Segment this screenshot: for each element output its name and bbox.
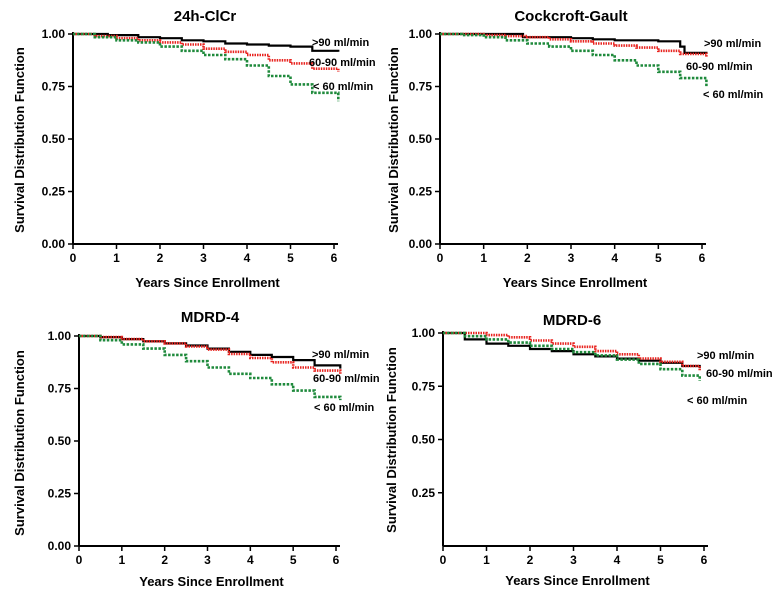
x-tick-label: 1 <box>113 251 120 265</box>
series-line <box>440 32 708 87</box>
x-tick-label: 2 <box>527 553 534 567</box>
series-label: 60-90 ml/min <box>686 61 753 73</box>
series-line <box>443 331 701 381</box>
x-axis-label: Years Since Enrollment <box>503 275 648 290</box>
chart-title: MDRD-6 <box>543 312 601 329</box>
series-line <box>73 32 340 72</box>
y-tick-label: 0.00 <box>42 237 66 251</box>
series-label: < 60 ml/min <box>313 81 374 93</box>
series-line <box>79 334 342 369</box>
series-label: < 60 ml/min <box>687 395 748 407</box>
y-tick-label: 1.00 <box>412 326 436 340</box>
y-tick-label: 0.25 <box>48 487 72 501</box>
series-line <box>79 334 342 374</box>
x-tick-label: 3 <box>570 553 577 567</box>
y-tick-label: 0.00 <box>48 539 72 553</box>
x-axis-label: Years Since Enrollment <box>135 275 280 290</box>
y-tick-label: 0.75 <box>42 80 66 94</box>
x-tick-label: 5 <box>287 251 294 265</box>
x-tick-label: 0 <box>70 251 77 265</box>
x-tick-label: 4 <box>244 251 251 265</box>
y-tick-label: 1.00 <box>42 27 66 41</box>
y-axis-label: Survival Distribution Function <box>386 47 401 233</box>
series-label: 60-90 ml/min <box>313 373 380 385</box>
x-tick-label: 2 <box>161 553 168 567</box>
series-label: >90 ml/min <box>704 38 761 50</box>
series-line <box>440 32 708 58</box>
x-tick-label: 3 <box>204 553 211 567</box>
y-tick-label: 0.75 <box>48 382 72 396</box>
series-label: 60-90 ml/min <box>309 57 376 69</box>
x-tick-label: 6 <box>331 251 338 265</box>
x-tick-label: 4 <box>614 553 621 567</box>
x-tick-label: 4 <box>611 251 618 265</box>
series-line <box>79 334 342 401</box>
y-tick-label: 0.50 <box>409 132 433 146</box>
chart-title: 24h-ClCr <box>174 8 237 25</box>
x-tick-label: 4 <box>247 553 254 567</box>
series-label: >90 ml/min <box>312 37 369 49</box>
x-tick-label: 2 <box>157 251 164 265</box>
x-tick-label: 0 <box>76 553 83 567</box>
x-tick-label: 6 <box>699 251 706 265</box>
x-tick-label: 5 <box>657 553 664 567</box>
chart-title: Cockcroft-Gault <box>514 8 627 25</box>
x-tick-label: 3 <box>568 251 575 265</box>
x-axis-label: Years Since Enrollment <box>139 574 284 589</box>
y-tick-label: 0.00 <box>409 237 433 251</box>
x-tick-label: 6 <box>333 553 340 567</box>
series-line <box>73 32 340 102</box>
series-label: >90 ml/min <box>697 350 754 362</box>
y-axis-label: Survival Distribution Function <box>12 47 27 233</box>
x-tick-label: 5 <box>290 553 297 567</box>
y-axis-label: Survival Distribution Function <box>384 347 399 533</box>
series-line <box>443 331 701 371</box>
series-label: < 60 ml/min <box>703 89 764 101</box>
y-tick-label: 0.75 <box>409 80 433 94</box>
series-line <box>73 32 340 52</box>
y-axis-label: Survival Distribution Function <box>12 350 27 536</box>
y-tick-label: 1.00 <box>409 27 433 41</box>
x-tick-label: 1 <box>483 553 490 567</box>
y-tick-label: 0.50 <box>412 433 436 447</box>
x-tick-label: 1 <box>118 553 125 567</box>
y-tick-label: 0.25 <box>42 185 66 199</box>
x-tick-label: 0 <box>437 251 444 265</box>
x-tick-label: 5 <box>655 251 662 265</box>
series-label: 60-90 ml/min <box>706 368 773 380</box>
y-tick-label: 0.25 <box>412 486 436 500</box>
y-tick-label: 1.00 <box>48 329 72 343</box>
y-tick-label: 0.50 <box>42 132 66 146</box>
x-tick-label: 3 <box>200 251 207 265</box>
x-tick-label: 1 <box>480 251 487 265</box>
x-tick-label: 6 <box>701 553 708 567</box>
y-tick-label: 0.25 <box>409 185 433 199</box>
x-axis-label: Years Since Enrollment <box>505 573 650 588</box>
y-tick-label: 0.75 <box>412 379 436 393</box>
x-tick-label: 2 <box>524 251 531 265</box>
series-label: < 60 ml/min <box>314 402 375 414</box>
x-tick-label: 0 <box>440 553 447 567</box>
y-tick-label: 0.50 <box>48 434 72 448</box>
chart-title: MDRD-4 <box>181 309 240 326</box>
series-label: >90 ml/min <box>312 349 369 361</box>
